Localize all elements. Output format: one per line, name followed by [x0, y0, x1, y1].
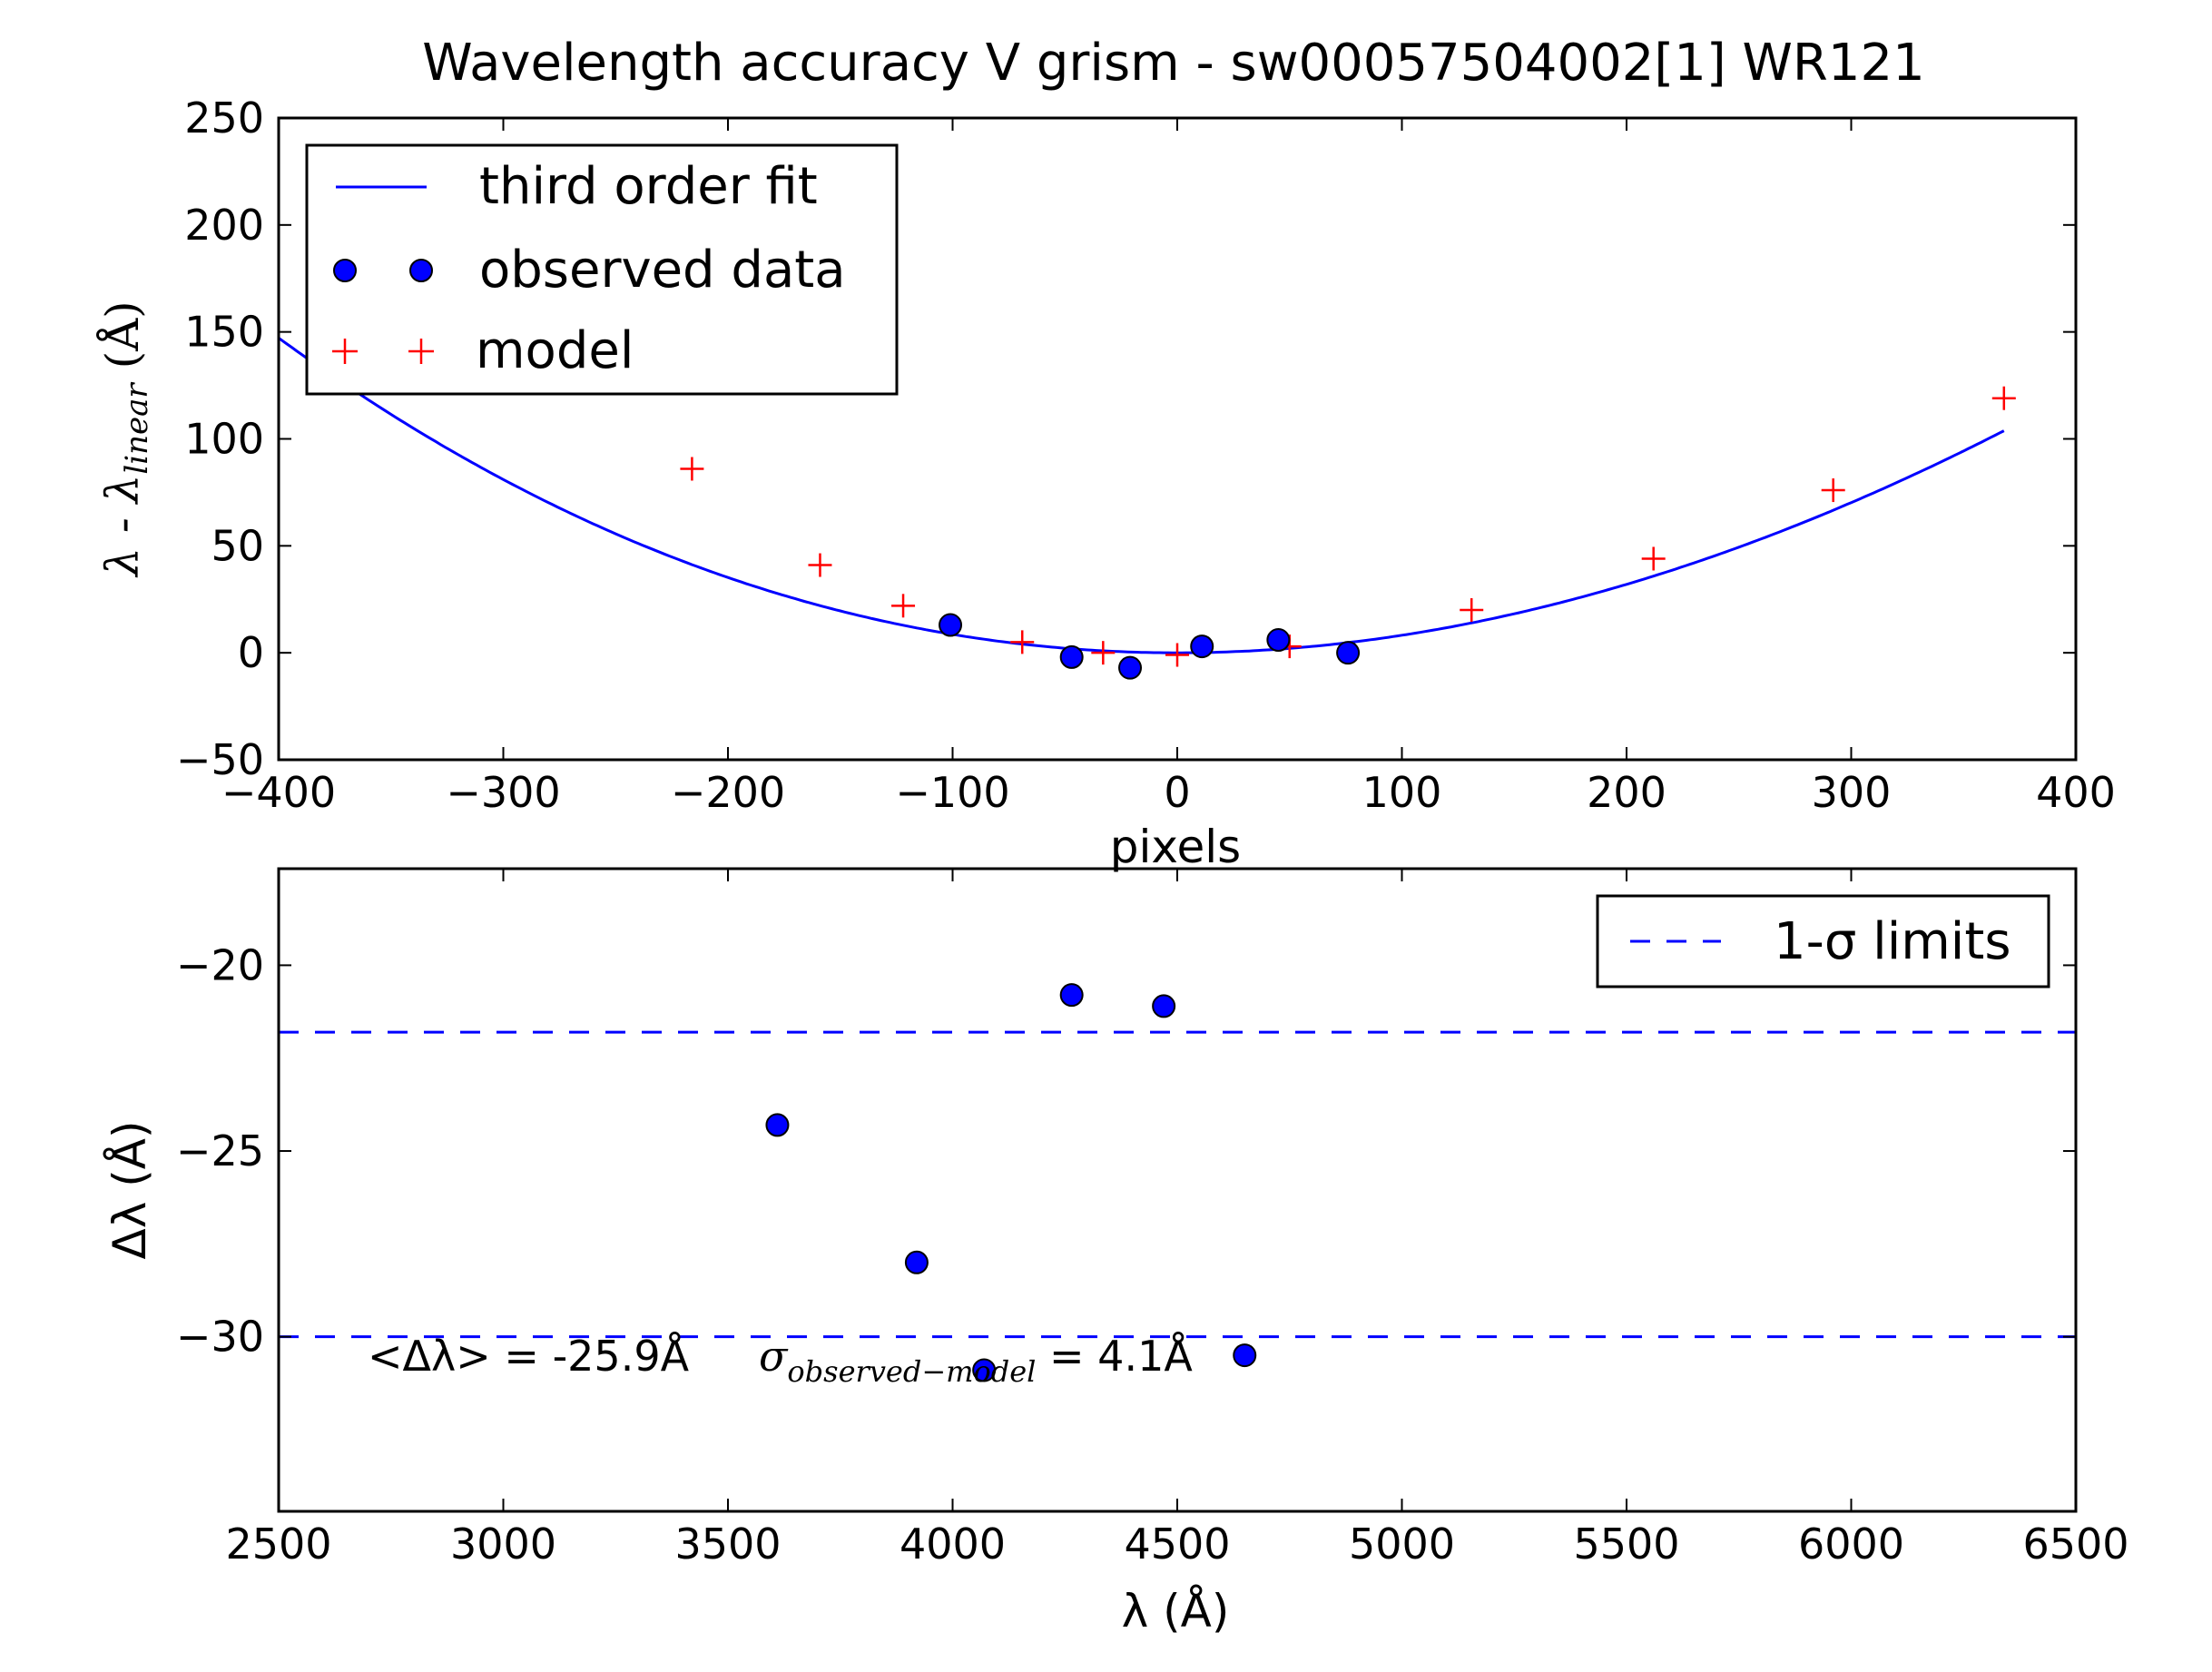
model-point [808, 553, 832, 577]
legend-observed-label: observed data [479, 241, 846, 300]
observed-point [1190, 634, 1214, 659]
top-xtick-label: 400 [2036, 768, 2116, 817]
model-point [1165, 643, 1189, 667]
model-point [1991, 386, 2016, 410]
legend-fit-label: third order fit [479, 157, 818, 216]
top-plot-area [279, 337, 2016, 680]
bottom-xtick-label: 4000 [900, 1520, 1006, 1569]
top-y-axis-label: λ - λlinear (Å) [95, 300, 155, 577]
top-ytick-label: −50 [176, 735, 264, 784]
observed-point [1118, 655, 1143, 680]
top-ytick-label: 0 [238, 628, 264, 677]
top-ytick-label: 50 [211, 521, 264, 570]
top-xtick-label: 0 [1164, 768, 1190, 817]
legend-observed-marker-1 [333, 259, 357, 282]
bottom-xtick-label: 2500 [225, 1520, 331, 1569]
top-xtick-label: 100 [1362, 768, 1442, 817]
bottom-plot-area [279, 983, 2076, 1382]
bottom-xtick-label: 6000 [1798, 1520, 1904, 1569]
top-ytick-label: 150 [184, 308, 264, 357]
model-point [1821, 478, 1845, 503]
bottom-xtick-label: 5000 [1349, 1520, 1455, 1569]
top-ytick-label: 200 [184, 201, 264, 250]
top-y-label-subscript: linear [119, 382, 155, 475]
bottom-axis-ticks: 2500 3000 3500 4000 4500 5000 5500 6000 6500 −30 −… [176, 869, 2129, 1569]
top-legend: third order fit observed data model [305, 143, 899, 396]
stats-annotation: <Δλ> = -25.9Å σobserved−model = 4.1Å [368, 1332, 1193, 1389]
bottom-xtick-label: 3000 [450, 1520, 556, 1569]
top-xtick-label: −100 [895, 768, 1009, 817]
top-y-label-unit: (Å) [95, 300, 149, 383]
bottom-xtick-label: 3500 [674, 1520, 781, 1569]
bottom-y-axis-label: Δλ (Å) [103, 1121, 156, 1260]
residual-point [1059, 983, 1084, 1008]
top-ytick-label: 250 [184, 93, 264, 143]
legend-model-label: model [476, 321, 634, 380]
model-point [680, 457, 704, 481]
residual-point [1152, 994, 1176, 1018]
residual-point [972, 1358, 997, 1382]
top-xtick-label: 200 [1587, 768, 1666, 817]
bottom-legend: 1-σ limits [1596, 894, 2050, 988]
legend-observed-marker-2 [409, 259, 433, 282]
model-point [1460, 598, 1484, 623]
model-point [1091, 641, 1116, 665]
model-point [891, 594, 916, 618]
observed-point [939, 613, 963, 637]
sigma-value: = 4.1Å [1036, 1332, 1193, 1381]
observed-point [1266, 628, 1291, 653]
bottom-ytick-label: −20 [176, 940, 264, 989]
legend-limits-label: 1-σ limits [1774, 912, 2011, 971]
top-xtick-label: −300 [446, 768, 560, 817]
chart-title: Wavelength accuracy V grism - sw00057504… [422, 34, 1924, 93]
observed-point [1336, 641, 1361, 665]
residual-point [1233, 1343, 1257, 1368]
legend-model-marker-1 [332, 339, 358, 364]
top-y-label-lambda: λ - λ [96, 475, 149, 578]
top-x-axis-label: pixels [1110, 821, 1241, 873]
residual-point [904, 1250, 929, 1274]
top-xtick-label: 300 [1812, 768, 1892, 817]
mean-delta-label: <Δλ> = -25.9Å [368, 1332, 690, 1381]
residual-point [765, 1113, 790, 1137]
bottom-panel: 2500 3000 3500 4000 4500 5000 5500 6000 6500 −30 −… [103, 867, 2129, 1638]
model-point [1010, 630, 1035, 654]
sigma-label: σobserved−model = 4.1Å [759, 1332, 1193, 1389]
bottom-x-axis-label: λ (Å) [1122, 1585, 1230, 1638]
sigma-subscript: observed−model [787, 1354, 1036, 1389]
top-xtick-label: −400 [221, 768, 336, 817]
svg-text:λ - λlinear (Å): λ - λlinear (Å) [95, 300, 155, 577]
top-xtick-label: −200 [671, 768, 785, 817]
bottom-xtick-label: 6500 [2022, 1520, 2128, 1569]
observed-point [1059, 644, 1084, 669]
top-axis-ticks: −400 −300 −200 −100 0 100 200 300 400 −50 0 50 100 15… [176, 93, 2116, 817]
fit-curve [279, 337, 2005, 654]
bottom-ytick-label: −30 [176, 1313, 264, 1362]
bottom-xtick-label: 5500 [1573, 1520, 1679, 1569]
bottom-ytick-label: −25 [176, 1126, 264, 1175]
legend-model-marker-2 [408, 339, 434, 364]
top-ytick-label: 100 [184, 415, 264, 464]
model-point [1641, 546, 1666, 571]
bottom-xtick-label: 4500 [1124, 1520, 1230, 1569]
sigma-symbol: σ [759, 1332, 789, 1381]
